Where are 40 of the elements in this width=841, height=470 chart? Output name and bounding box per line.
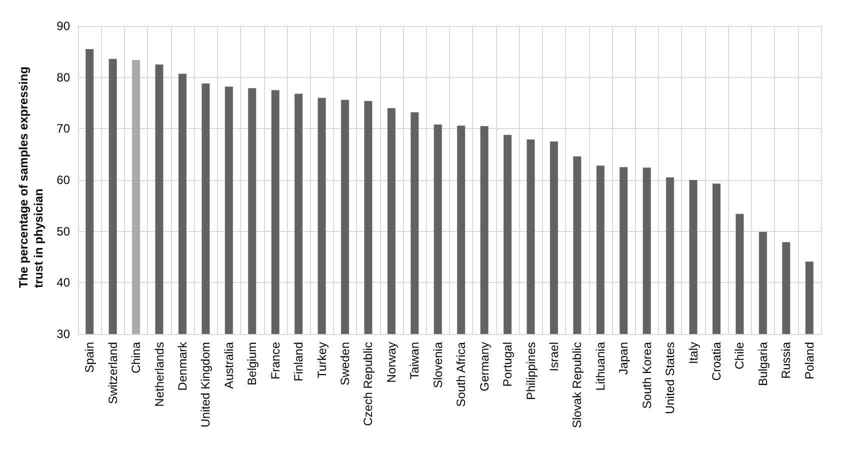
y-tick-label: 30	[56, 327, 70, 341]
x-tick-label: Switzerland	[106, 342, 120, 404]
x-tick-label: Spain	[82, 342, 97, 373]
y-tick-label: 70	[56, 122, 70, 136]
x-tick-label: Portugal	[500, 342, 515, 387]
x-tick-label: United States	[663, 342, 678, 414]
x-tick-label: Denmark	[175, 341, 190, 391]
y-axis-title: The percentage of samples expressing trust in physician	[16, 63, 46, 288]
x-tick-label: Lithuania	[593, 342, 608, 391]
x-tick-label: Finland	[292, 342, 306, 382]
x-tick-label: Chile	[732, 342, 747, 370]
x-tick-label: Croatia	[710, 342, 724, 381]
x-tick-label: Japan	[616, 342, 631, 375]
x-tick-label: Australia	[222, 342, 236, 389]
y-tick-label: 40	[56, 276, 70, 290]
y-tick-label: 50	[56, 224, 70, 238]
x-tick-label: France	[268, 342, 282, 380]
y-tick-label: 60	[56, 173, 70, 187]
x-tick-label: Belgium	[245, 342, 260, 386]
x-tick-label: South Africa	[454, 342, 468, 407]
x-tick-label: Norway	[384, 342, 398, 383]
x-tick-label: Slovak Republic	[570, 342, 584, 428]
x-tick-label: Sweden	[338, 342, 352, 386]
x-tick-label: Philippines	[524, 342, 538, 400]
x-tick-label: Bulgaria	[756, 342, 770, 386]
x-tick-label: South Korea	[640, 342, 654, 409]
x-tick-label: Germany	[477, 342, 492, 392]
x-tick-label: Russia	[779, 342, 794, 379]
x-tick-label: United Kingdom	[198, 342, 213, 428]
x-tick-label: China	[129, 342, 144, 374]
x-tick-label: Czech Republic	[361, 342, 376, 426]
x-tick-label: Italy	[686, 342, 700, 364]
y-tick-label: 90	[56, 19, 70, 33]
x-tick-label: Netherlands	[152, 342, 166, 407]
x-tick-label: Poland	[802, 342, 816, 380]
x-tick-label: Turkey	[314, 342, 329, 378]
y-tick-label: 80	[56, 70, 70, 84]
x-tick-label: Slovenia	[430, 342, 445, 388]
x-tick-label: Israel	[546, 342, 561, 372]
x-tick-label: Taiwan	[408, 342, 422, 380]
